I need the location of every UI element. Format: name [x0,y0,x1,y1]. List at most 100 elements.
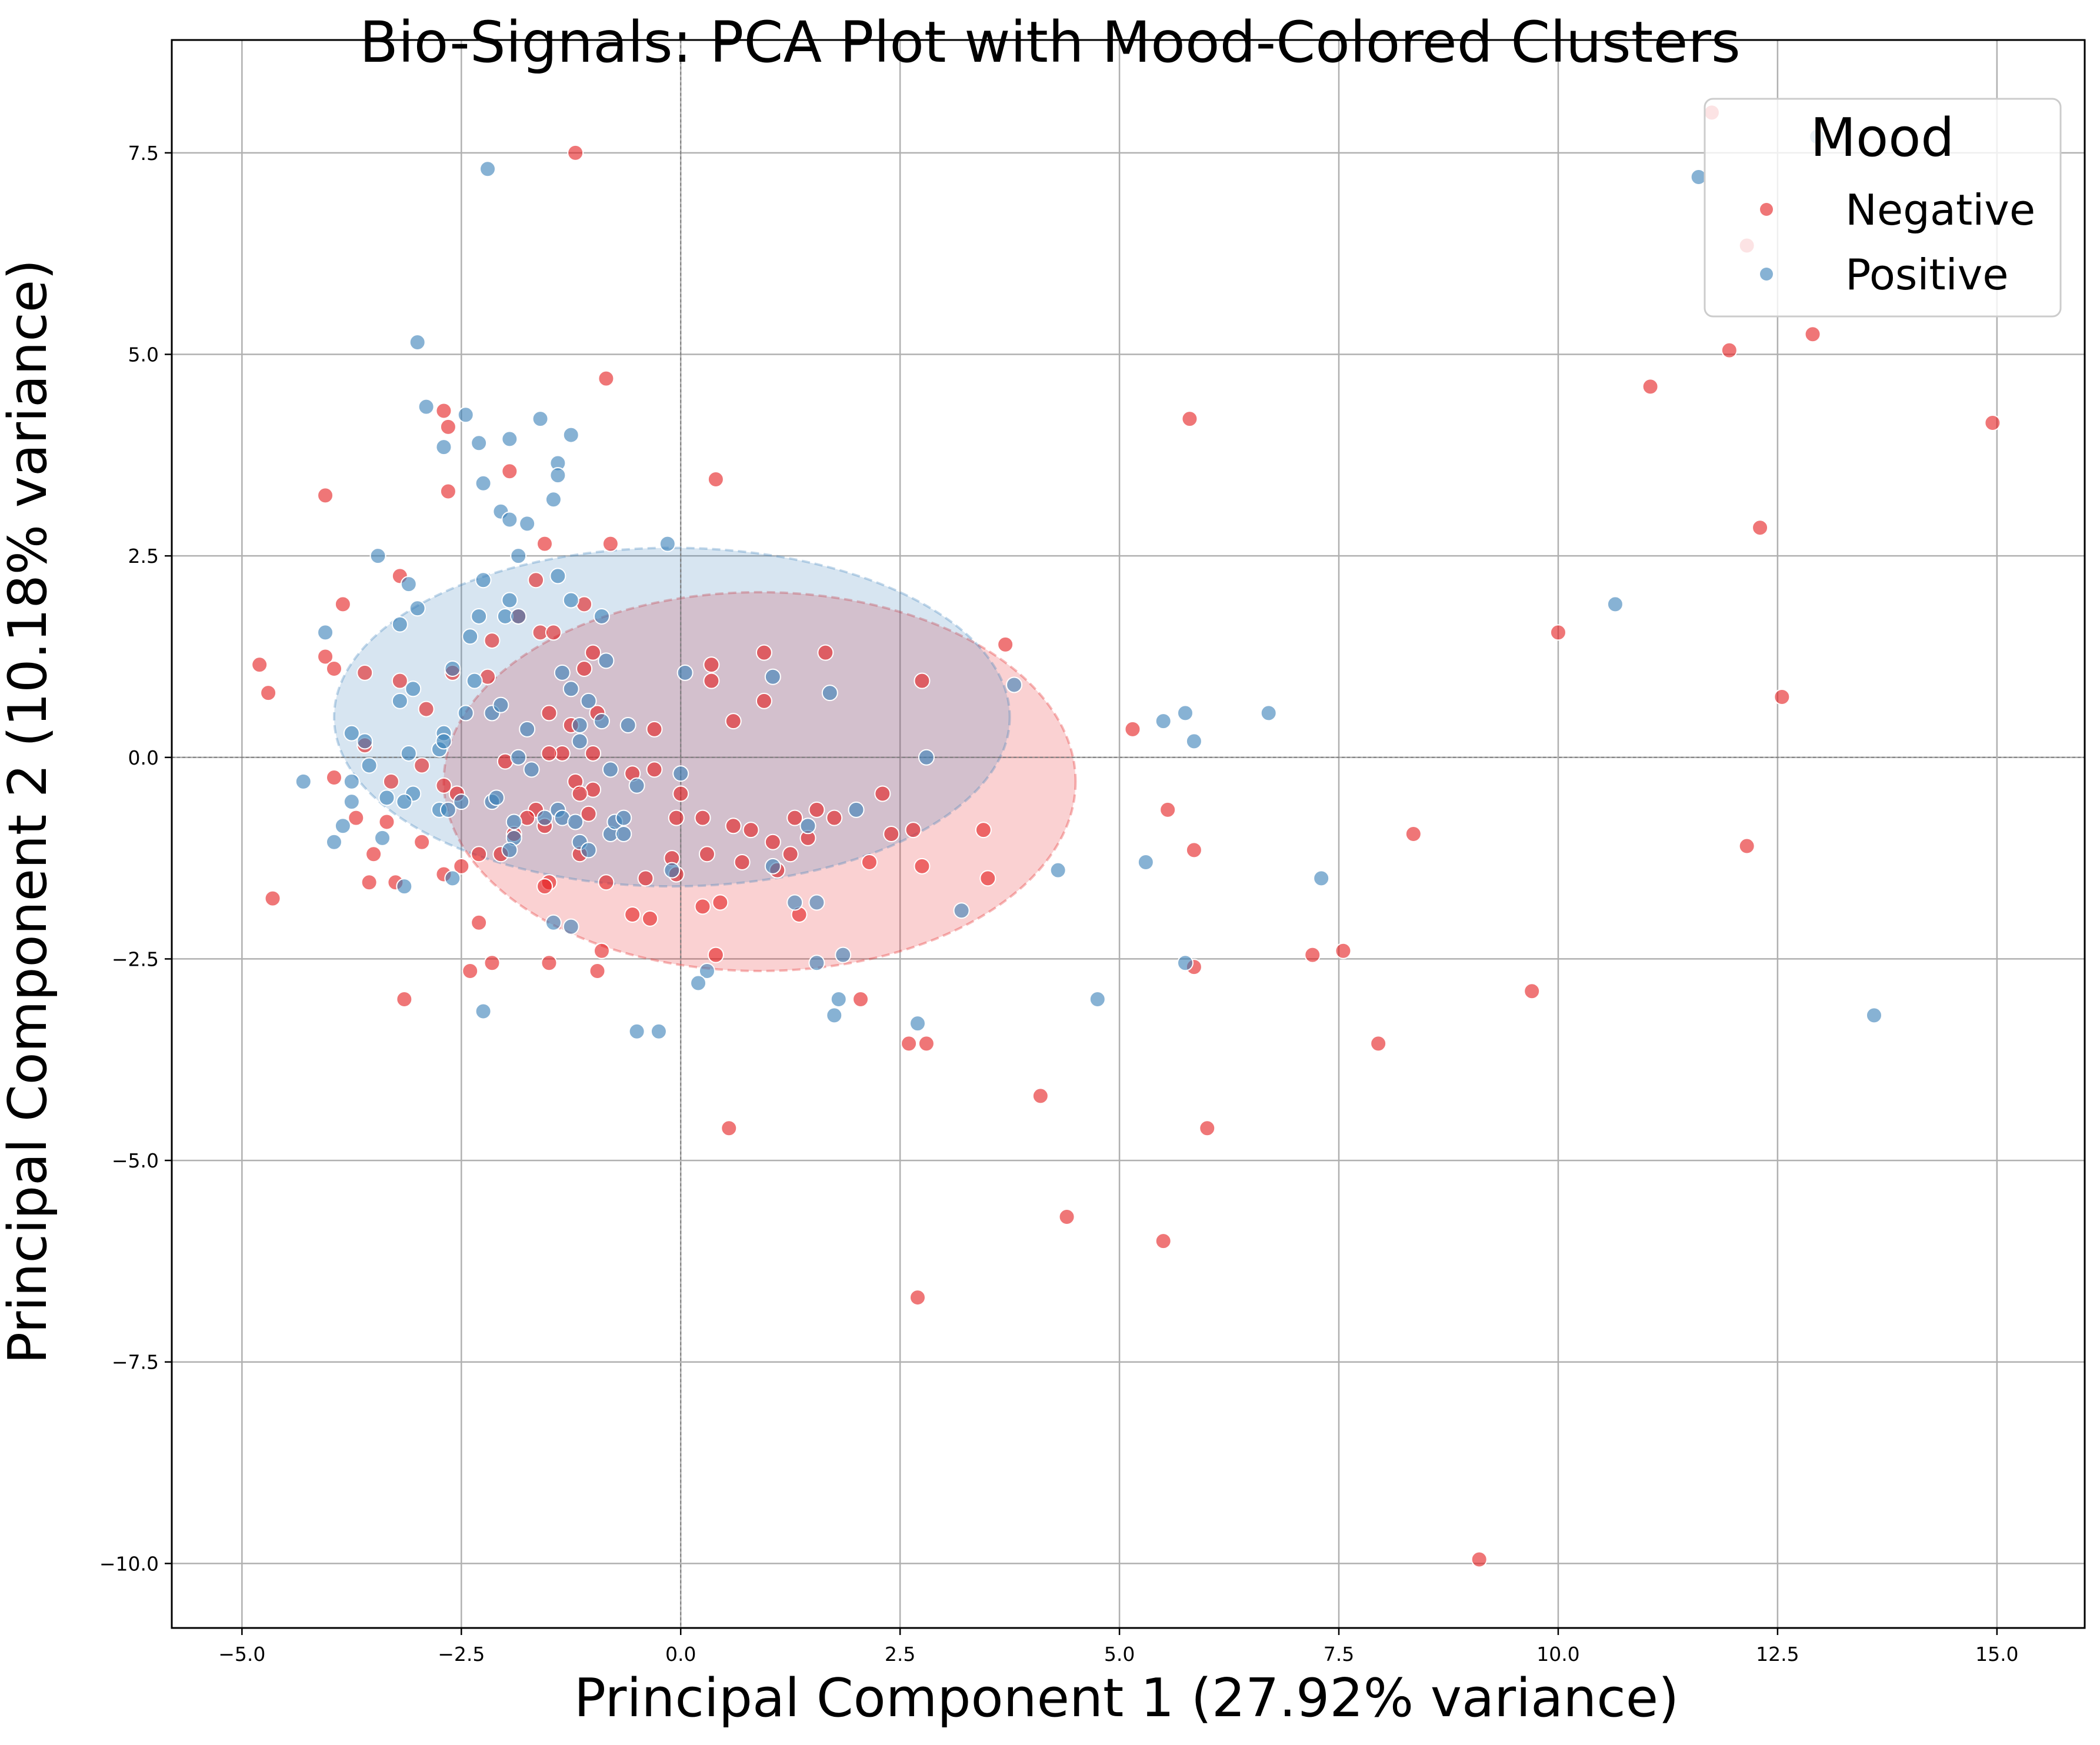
point-positive [571,733,588,750]
point-negative [707,946,724,963]
point-positive [598,652,615,669]
series-negative [251,104,2001,1568]
point-positive [369,548,386,565]
point-negative [528,572,545,589]
data-points [251,104,2001,1568]
point-negative [361,874,378,891]
legend-box [1704,98,2062,318]
point-negative [541,955,558,972]
point-negative [325,769,342,786]
point-negative [1721,342,1738,359]
point-negative [580,805,597,822]
legend-label-negative: Negative [1845,185,2035,235]
point-positive [510,608,527,625]
point-positive [519,720,536,738]
x-tick-label: 5.0 [1104,1643,1135,1666]
point-positive [1185,733,1202,750]
point-positive [1006,676,1023,693]
point-negative [536,878,553,895]
point-positive [501,511,518,528]
point-positive [374,829,391,846]
point-negative [1738,838,1755,855]
point-positive [453,793,470,810]
point-negative [1370,1035,1387,1052]
point-positive [400,576,417,593]
legend-marker-positive [1760,268,1773,281]
point-positive [444,660,461,678]
point-positive [405,680,422,698]
point-positive [615,809,632,826]
point-positive [343,793,360,810]
point-positive [475,475,492,492]
point-positive [848,801,865,818]
point-negative [817,644,834,661]
point-negative [703,672,720,689]
point-negative [484,632,501,649]
y-tick-label: 0.0 [128,746,159,769]
point-negative [484,955,501,972]
y-tick-label: −10.0 [99,1552,159,1575]
point-negative [378,813,395,830]
point-negative [901,1035,918,1052]
point-positive [391,692,408,709]
point-positive [909,1015,926,1032]
point-negative [861,853,878,870]
point-positive [593,608,610,625]
point-negative [541,705,558,722]
point-negative [391,672,408,689]
point-negative [1181,411,1198,428]
point-negative [786,809,804,826]
point-positive [786,894,804,911]
point-negative [365,846,382,863]
point-negative [567,144,584,161]
point-positive [545,914,562,931]
point-positive [317,624,334,641]
point-positive [835,946,852,963]
point-positive [343,773,360,790]
point-negative [1124,720,1141,738]
x-tick-label: 0.0 [665,1643,696,1666]
point-positive [830,990,847,1007]
point-negative [251,656,268,673]
point-negative [1199,1120,1216,1137]
point-negative [1058,1209,1075,1226]
point-negative [883,826,900,842]
axis-ticks: −5.0 −2.5 0.0 2.5 5.0 7.5 10.0 12.5 15.0 7.5 5.0 2.… [99,142,2019,1666]
point-negative [852,990,869,1007]
y-tick-label: −2.5 [112,947,159,970]
point-positive [457,406,474,423]
point-positive [664,862,681,879]
point-negative [1774,689,1791,706]
point-negative [734,853,751,870]
point-positive [471,435,488,452]
point-positive [549,467,566,484]
point-negative [598,874,615,891]
point-positive [1260,705,1277,722]
point-negative [317,648,334,665]
point-negative [414,833,431,850]
point-positive [571,716,588,733]
point-negative [905,822,922,839]
y-axis-label: Principal Component 2 (10.18% variance) [0,259,59,1364]
point-positive [549,568,566,585]
point-positive [808,955,825,972]
point-negative [585,644,602,661]
point-negative [721,1120,738,1137]
legend-marker-negative [1760,203,1773,216]
point-positive [462,628,479,645]
point-negative [826,809,843,826]
point-negative [593,942,610,959]
point-positive [672,765,689,782]
x-tick-label: 2.5 [885,1643,915,1666]
point-positive [650,1023,667,1040]
point-negative [1159,801,1176,818]
point-negative [585,745,602,762]
point-negative [396,990,413,1007]
point-positive [1137,853,1154,870]
plot-frame [171,39,2086,1629]
point-positive [562,426,579,443]
point-positive [501,431,518,448]
point-positive [764,858,781,875]
point-negative [414,757,431,774]
